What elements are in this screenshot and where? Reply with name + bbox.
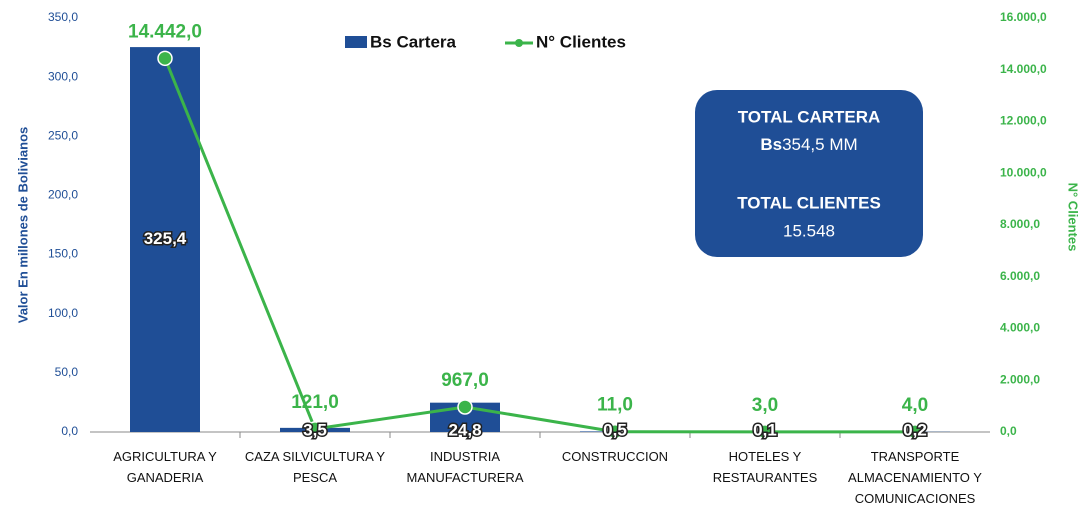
y-tick-label: 350,0	[48, 10, 78, 24]
y-tick-label: 50,0	[55, 365, 79, 379]
legend-swatch	[345, 36, 367, 48]
line-value-label: 3,0	[752, 395, 778, 416]
y-tick-label: 100,0	[48, 306, 78, 320]
line-marker	[757, 424, 773, 440]
amount: 354,5 MM	[782, 135, 858, 154]
y2-tick-label: 0,0	[1000, 424, 1017, 438]
line-value-label: 4,0	[902, 395, 928, 416]
bar-value-label: 3,5	[303, 420, 327, 439]
line-marker	[307, 421, 323, 437]
y-tick-label: 200,0	[48, 188, 78, 202]
y-tick-label: 0,0	[61, 424, 78, 438]
line-marker	[607, 423, 623, 440]
y2-axis-title: N° Clientes	[1066, 183, 1081, 252]
legend-label: Bs Cartera	[370, 32, 457, 51]
bar-value-label: 0,2	[903, 420, 927, 439]
y2-tick-label: 10.000,0	[1000, 165, 1047, 179]
y-tick-label: 300,0	[48, 69, 78, 83]
x-tick-label: HOTELES Y RESTAURANTES	[712, 449, 818, 485]
legend-marker	[515, 39, 523, 47]
bar-value-label: 24,8	[448, 420, 481, 439]
line-value-label: 967,0	[441, 370, 489, 391]
total-clientes-value: 15.548	[783, 221, 835, 240]
y2-tick-label: 4.000,0	[1000, 321, 1040, 335]
y2-tick-label: 16.000,0	[1000, 10, 1047, 24]
line-marker	[157, 50, 173, 67]
y2-tick-label: 14.000,0	[1000, 62, 1047, 76]
total-cartera-title: TOTAL CARTERA	[738, 107, 881, 126]
x-tick-label: TRANSPORTE ALMACENAMIENTO Y COMUNICACION…	[848, 449, 982, 506]
x-tick-label: AGRICULTURA Y GANADERIA	[113, 449, 217, 485]
unit: Bs	[760, 135, 782, 154]
bar-value-label: 0,1	[753, 420, 777, 439]
y-axis-title: Valor En millones de Bolivianos	[15, 127, 30, 324]
line	[163, 57, 916, 434]
line-value-label: 14.442,0	[128, 21, 202, 42]
x-tick-label: CAZA SILVICULTURA Y PESCA	[244, 449, 386, 485]
x-tick-label: INDUSTRIA MANUFACTURERA	[406, 449, 524, 485]
y2-tick-label: 2.000,0	[1000, 372, 1040, 386]
legend-label: N° Clientes	[536, 32, 626, 51]
x-tick-label: CONSTRUCCION	[561, 449, 669, 464]
bar-value-label: 325,4	[144, 229, 187, 248]
y2-tick-label: 12.000,0	[1000, 114, 1047, 128]
line-marker	[907, 424, 923, 440]
y-tick-label: 150,0	[48, 247, 78, 261]
line-value-label: 121,0	[291, 392, 339, 413]
y2-tick-label: 6.000,0	[1000, 269, 1040, 283]
total-clientes-title: TOTAL CLIENTES	[737, 193, 881, 212]
line-marker	[457, 399, 473, 415]
total-cartera-value: Bs354,5 MM	[760, 135, 857, 154]
y-tick-label: 250,0	[48, 128, 78, 142]
bar-value-label: 0,5	[603, 420, 627, 439]
total-box	[695, 90, 923, 257]
y2-tick-label: 8.000,0	[1000, 217, 1040, 231]
line-value-label: 11,0	[597, 395, 633, 416]
bar	[130, 47, 200, 432]
